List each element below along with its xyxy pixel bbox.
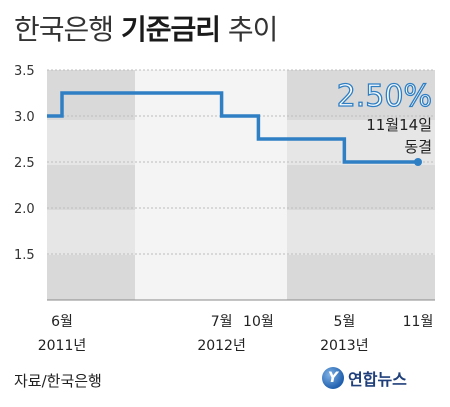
- logo-text: 연합뉴스: [348, 370, 407, 389]
- source-label: 자료/한국은행: [14, 372, 102, 390]
- x-tick-month: 6월: [51, 314, 73, 330]
- band-mid: [135, 70, 287, 300]
- publisher-logo: Y 연합뉴스: [322, 366, 407, 390]
- x-tick-month: 11월: [403, 314, 434, 330]
- page-title: 한국은행 기준금리 추이: [14, 8, 279, 48]
- band-left: [47, 70, 135, 300]
- title-bold: 기준금리: [120, 13, 221, 46]
- x-tick-month: 7월: [211, 314, 233, 330]
- x-tick-month: 5월: [333, 314, 355, 330]
- band-stripe-1: [47, 120, 135, 165]
- yonhap-logo-icon: Y: [322, 367, 344, 389]
- band-stripe-3: [47, 210, 135, 255]
- x-tick-year: 2011년: [38, 338, 87, 354]
- x-axis-labels: 6월 2011년 7월 2012년 10월 5월 2013년 11월: [38, 314, 434, 354]
- annotation-value: 2.50%: [337, 79, 432, 114]
- title-tail: 추이: [227, 13, 279, 46]
- band-stripe-2: [287, 120, 435, 165]
- y-tick-label: 2.0: [14, 202, 35, 217]
- x-tick-month: 10월: [243, 314, 274, 330]
- y-tick-label: 3.0: [14, 110, 35, 125]
- title-light: 한국은행: [14, 13, 114, 46]
- y-tick-label: 2.5: [14, 156, 35, 171]
- rate-step-line: [47, 91, 418, 164]
- end-point: [414, 158, 422, 166]
- x-tick-year: 2012년: [197, 338, 246, 354]
- annotation-status: 동결: [404, 138, 432, 156]
- y-axis: 3.5 3.0 2.5 2.0 1.5: [14, 64, 35, 263]
- x-tick-year: 2013년: [320, 338, 369, 354]
- y-tick-label: 1.5: [14, 248, 35, 263]
- y-tick-label: 3.5: [14, 64, 35, 79]
- series-line: [47, 91, 422, 166]
- chart-background: [47, 70, 435, 300]
- annotation-date: 11월14일: [366, 116, 432, 134]
- band-stripe-4: [287, 210, 435, 255]
- band-right: [287, 70, 435, 300]
- grid-lines: [47, 69, 435, 255]
